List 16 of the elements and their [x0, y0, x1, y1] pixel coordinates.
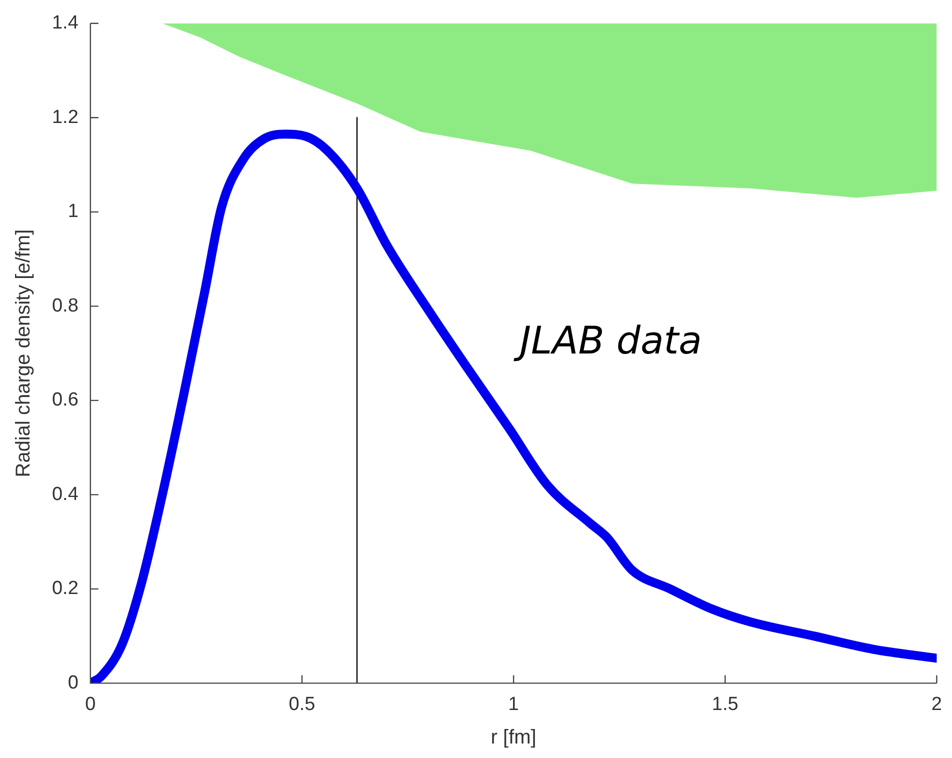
x-tick-label: 0 — [85, 694, 96, 715]
x-tick-label: 2 — [931, 694, 942, 715]
y-tick-label: 0.2 — [52, 578, 78, 600]
x-axis-title: r [fm] — [490, 726, 536, 749]
x-tick-label: 0.5 — [288, 694, 316, 715]
y-axis-title: Radial charge density [e/fm] — [12, 229, 35, 478]
y-tick-label: 1.4 — [52, 12, 79, 34]
x-tick-label: 1.5 — [712, 694, 738, 715]
y-tick-label: 0 — [68, 672, 78, 694]
y-tick-label: 1 — [68, 201, 78, 222]
y-tick-label: 0.4 — [52, 484, 79, 505]
y-tick-label: 0.8 — [52, 295, 78, 316]
y-tick-label: 1.2 — [52, 106, 78, 128]
annotation: JLAB data — [512, 318, 702, 362]
x-tick-label: 1 — [508, 694, 519, 715]
y-tick-label: 0.6 — [52, 390, 78, 411]
